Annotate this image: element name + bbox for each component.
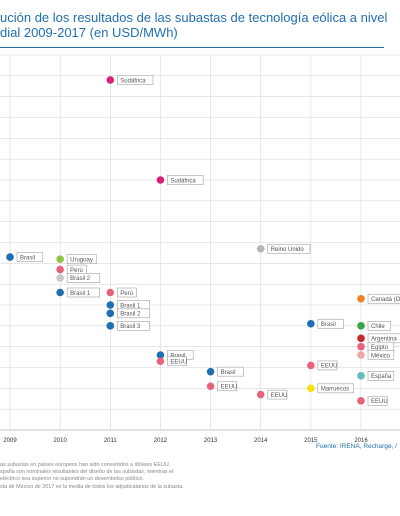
- data-point: [106, 301, 115, 309]
- x-tick-label: 2011: [104, 438, 118, 444]
- point-label: Egipto: [371, 345, 389, 351]
- point-label: Brasil: [170, 353, 185, 359]
- point-label-box: [267, 389, 288, 400]
- point-label: Brasil 3: [120, 324, 141, 330]
- point-label: Brasil 1: [120, 303, 141, 309]
- point-label-box: [367, 371, 395, 381]
- x-tick-label: 2015: [304, 438, 318, 444]
- point-label-box: [167, 175, 204, 185]
- point-label-box: [317, 318, 344, 329]
- data-point: [106, 288, 115, 297]
- footnote-line: as subastas en países europeos han sido …: [0, 462, 171, 468]
- point-label: EEUU: [321, 364, 338, 370]
- data-point: [106, 322, 115, 330]
- data-point: [206, 367, 215, 376]
- source-note: Fuente: IRENA, Recharge, /: [316, 443, 397, 450]
- data-point: [307, 361, 315, 370]
- point-label-box: [317, 383, 354, 394]
- data-point: [357, 294, 365, 303]
- footnote-line: sta de México de 2017 es la media de tod…: [0, 483, 184, 490]
- point-label: EEUU: [170, 360, 187, 366]
- point-label-box: [317, 360, 338, 371]
- point-label-box: [367, 321, 391, 331]
- point-label: Uruguay: [70, 257, 93, 263]
- point-label-box: [116, 287, 137, 298]
- point-label-box: [66, 273, 100, 283]
- point-label: Brasil: [321, 322, 336, 328]
- x-tick-label: 2010: [53, 438, 67, 444]
- point-label: México: [371, 353, 391, 359]
- x-tick-label: 2014: [254, 438, 268, 444]
- data-point: [307, 319, 315, 328]
- point-label-box: [16, 252, 44, 262]
- data-point: [106, 76, 115, 84]
- x-tick-label: 2013: [204, 438, 218, 444]
- point-label: Marruecos: [321, 387, 349, 393]
- chart-title: ución de los resultados de las subastas …: [0, 10, 400, 40]
- data-point: [6, 253, 14, 261]
- footnote-line: eléctrico sea superior no supondrán un d…: [0, 476, 144, 483]
- data-point: [56, 274, 64, 282]
- data-point: [357, 372, 365, 380]
- point-label-box: [66, 287, 100, 298]
- point-label: Brasil 2: [120, 312, 141, 318]
- data-point: [357, 342, 365, 351]
- point-label: Sudáfrica: [120, 78, 146, 84]
- point-label: EEUU: [271, 393, 288, 399]
- point-label-box: [116, 75, 154, 85]
- data-point: [56, 255, 64, 263]
- chart-title-line-2: dial 2009-2017 (en USD/MWh): [0, 25, 178, 40]
- point-label: Brasil: [221, 370, 236, 376]
- point-label: Brasil 1: [70, 291, 91, 297]
- point-label: Canadá (Ont: [371, 297, 400, 303]
- x-tick-label: 2012: [154, 438, 168, 444]
- scatter-chart: 2009 2010 2011 2012 2013 2014 2015 2016 Brasil Ur…: [0, 54, 400, 444]
- data-point: [156, 176, 165, 184]
- point-label-box: [66, 254, 97, 264]
- point-label: Brasil: [20, 255, 35, 261]
- footnote-line: spaña son nominales resultantes del dise…: [0, 469, 174, 476]
- data-point: [357, 397, 365, 405]
- data-point: [357, 351, 365, 359]
- x-tick-label: 2016: [354, 438, 368, 444]
- data-point: [256, 244, 265, 253]
- point-label: España: [371, 374, 392, 380]
- point-label: EEUU: [371, 399, 388, 405]
- data-point: [357, 322, 365, 330]
- point-label: Chile: [371, 324, 385, 330]
- point-label: Argentina: [371, 337, 397, 343]
- data-point: [156, 351, 165, 359]
- data-point: [206, 382, 215, 391]
- point-label: Perú: [120, 291, 133, 297]
- title-divider: [0, 47, 384, 48]
- point-label-box: [167, 356, 187, 367]
- point-label-box: [367, 293, 400, 304]
- point-label-box: [367, 396, 388, 406]
- chart-title-line-1: ución de los resultados de las subastas …: [0, 10, 388, 25]
- point-label-box: [217, 381, 238, 392]
- data-point: [256, 390, 265, 399]
- point-label: Perú: [70, 268, 83, 274]
- point-label: Reino Unido: [271, 247, 305, 253]
- point-label: Sudáfrica: [170, 178, 196, 184]
- point-label-box: [116, 308, 150, 319]
- data-point: [106, 309, 115, 318]
- point-label-box: [217, 366, 244, 377]
- point-label-box: [267, 243, 311, 254]
- data-point: [56, 265, 64, 274]
- point-label-box: [116, 321, 150, 331]
- data-point: [307, 384, 315, 393]
- point-label: EEUU: [221, 385, 238, 391]
- footnotes: as subastas en países europeos han sido …: [0, 462, 290, 491]
- x-tick-label: 2009: [3, 438, 17, 444]
- point-label-box: [367, 350, 395, 360]
- data-point: [357, 334, 365, 343]
- data-point: [56, 288, 64, 297]
- data-point: [156, 357, 165, 366]
- point-label: Brasil 2: [70, 276, 91, 282]
